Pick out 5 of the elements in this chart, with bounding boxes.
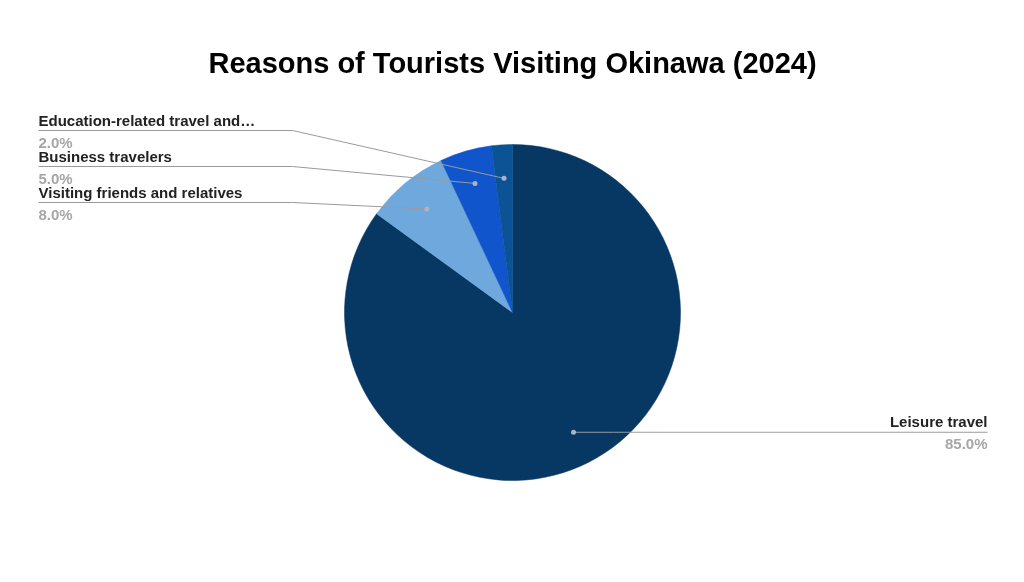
data-label: 85.0% (944, 435, 988, 453)
slice-label: Leisure travel (889, 413, 988, 431)
data-label: 8.0% (38, 205, 73, 223)
slice-label: Education-related travel and… (38, 111, 256, 129)
chart-title: Reasons of Tourists Visiting Okinawa (2024) (208, 46, 817, 79)
